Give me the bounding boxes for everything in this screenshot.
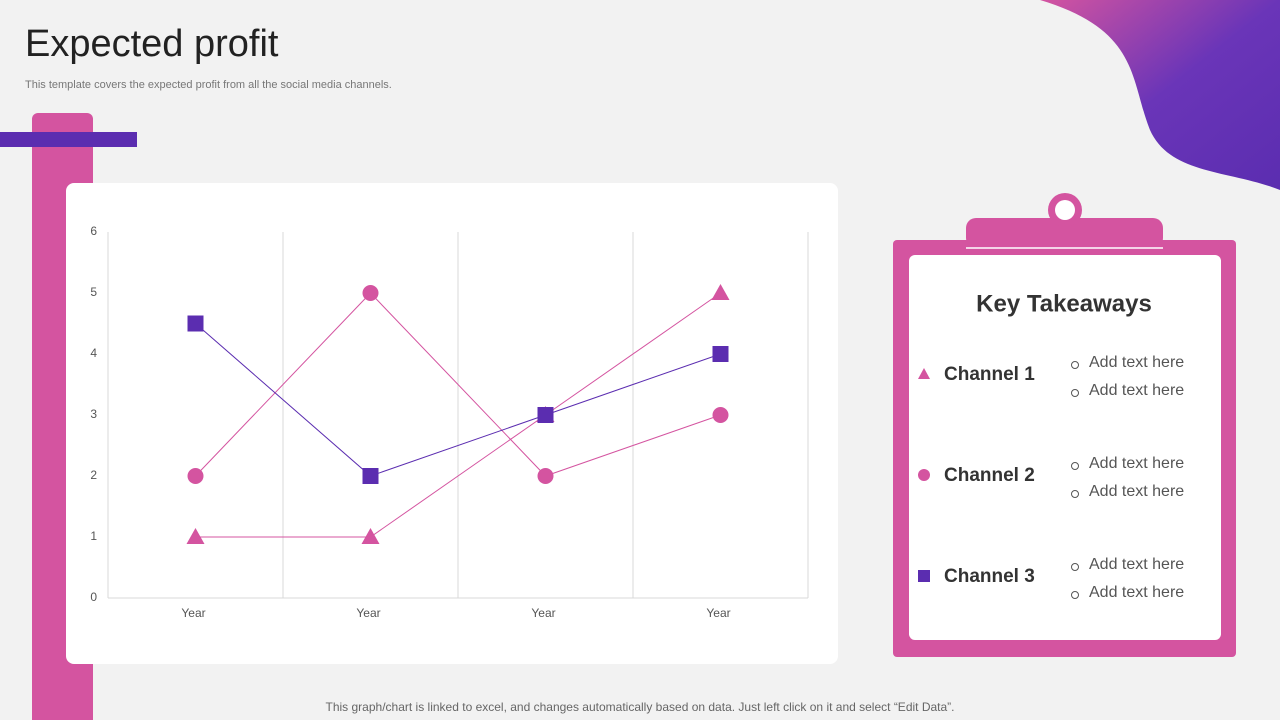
chart: 0 1 2 3 4 5 6 Year Year Year Year (90, 224, 809, 620)
marker (711, 284, 730, 300)
clip (966, 218, 1163, 248)
marker (187, 315, 204, 332)
accent-bar (0, 132, 137, 147)
footer: This graph/chart is linked to excel, and… (326, 700, 955, 714)
corner-blob (1040, 0, 1280, 190)
y-tick-label: 0 (90, 590, 97, 604)
x-tick-label: Year (181, 606, 205, 620)
title: Expected profit (25, 23, 279, 65)
takeaway-point: Add text here (1089, 354, 1184, 371)
marker (537, 407, 554, 423)
bullet (1071, 591, 1079, 599)
y-tick-label: 2 (90, 468, 97, 482)
takeaway-point: Add text here (1089, 455, 1184, 472)
takeaway-point: Add text here (1089, 483, 1184, 500)
legend-icon (918, 368, 930, 379)
legend-label: Channel 3 (944, 566, 1035, 587)
legend-icon (918, 570, 930, 582)
x-tick-label: Year (356, 606, 380, 620)
clipboard-paper (909, 255, 1221, 640)
legend-label: Channel 1 (944, 364, 1035, 385)
legend-icon (918, 469, 930, 481)
marker (186, 528, 205, 544)
marker (712, 407, 729, 423)
y-tick-label: 6 (90, 224, 97, 238)
takeaway-point: Add text here (1089, 556, 1184, 573)
bullet (1071, 462, 1079, 470)
series-line (195, 292, 721, 538)
marker (537, 468, 554, 484)
subtitle: This template covers the expected profit… (25, 79, 392, 91)
marker (712, 346, 729, 362)
marker (187, 468, 204, 484)
bullet (1071, 490, 1079, 498)
y-tick-label: 4 (90, 346, 97, 360)
x-tick-label: Year (531, 606, 555, 620)
series-line (195, 292, 721, 477)
bullet (1071, 361, 1079, 369)
series-line (195, 323, 721, 477)
marker (362, 285, 379, 301)
marker (362, 468, 379, 484)
y-tick-label: 5 (90, 285, 97, 299)
y-tick-label: 1 (90, 529, 97, 543)
takeaways: Channel 1 Add text here Add text here Chann… (918, 354, 1184, 601)
x-tick-label: Year (706, 606, 730, 620)
takeaway-point: Add text here (1089, 584, 1184, 601)
legend-label: Channel 2 (944, 465, 1035, 486)
bullet (1071, 389, 1079, 397)
takeaways-title: Key Takeaways (976, 290, 1152, 317)
bullet (1071, 563, 1079, 571)
marker (361, 528, 380, 544)
clip-hole (1055, 200, 1075, 220)
chart-card (66, 183, 838, 664)
y-tick-label: 3 (90, 407, 97, 421)
takeaway-point: Add text here (1089, 382, 1184, 399)
